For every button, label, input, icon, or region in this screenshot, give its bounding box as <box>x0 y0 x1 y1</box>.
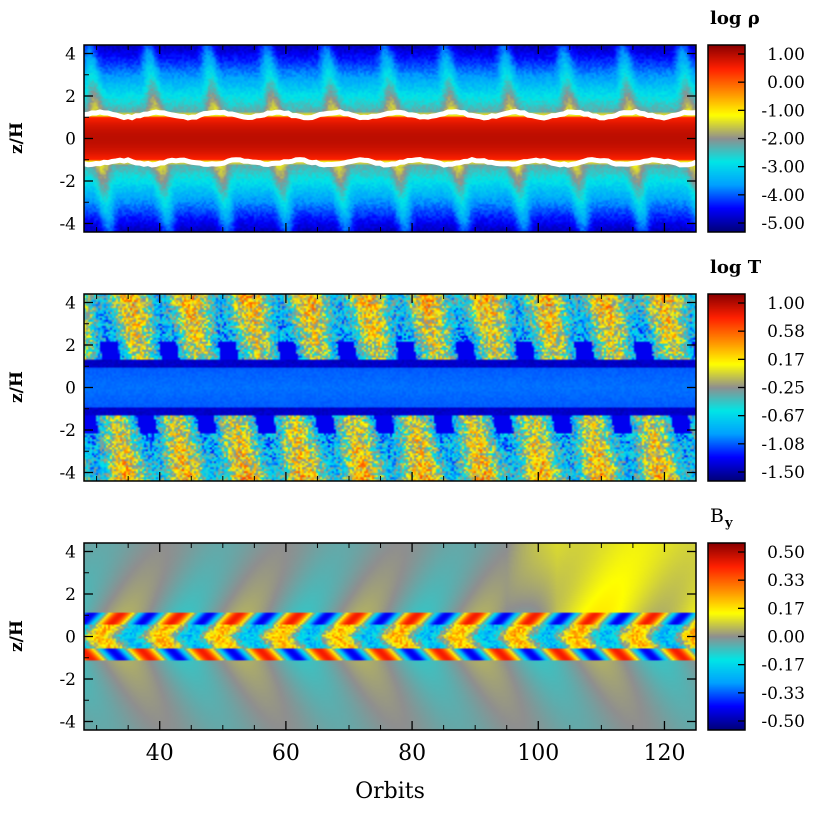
upper-contour-line <box>83 108 697 121</box>
colorbar-title-main: B <box>710 505 724 527</box>
colorbar-title-subscript: y <box>724 516 733 531</box>
x-tick-label: 100 <box>517 741 559 766</box>
colorbar-tick-label: -1.08 <box>761 435 805 455</box>
y-axis: 4 2 0 -2 -4 <box>59 543 696 733</box>
colorbar-tick-label: 0.00 <box>767 628 805 648</box>
x-tick-label: 120 <box>643 741 685 766</box>
y-axis-label: z/H <box>7 371 27 403</box>
x-axis-label: Orbits <box>355 779 425 804</box>
y-tick-label: -2 <box>59 670 76 690</box>
colorbar-tick-label: 1.00 <box>767 294 805 314</box>
y-tick-label: -4 <box>59 713 76 733</box>
panel-b-y: 4 2 0 -2 -4 40 60 80 100 120 z/H By 0.50 0.33 0.17… <box>7 505 805 804</box>
y-axis: 4 2 0 -2 -4 <box>59 294 696 484</box>
colorbar-tick-label: 0.17 <box>767 350 805 370</box>
panel-log-rho: 4 2 0 -2 -4 z/H log ρ 1.00 0.00 -1.00 -2.00 -3.0… <box>7 8 805 235</box>
x-axis <box>96 45 697 232</box>
y-tick-label: -2 <box>59 172 76 192</box>
colorbar-tick-label: 0.50 <box>767 543 805 563</box>
colorbar-title: log ρ <box>710 8 760 29</box>
colorbar-tick-label: -0.67 <box>761 407 805 427</box>
colorbar-title: By <box>710 505 733 531</box>
colorbar-ticks: 1.00 0.00 -1.00 -2.00 -3.00 -4.00 -5.00 <box>738 45 805 234</box>
x-tick-label: 80 <box>398 741 426 766</box>
y-tick-label: 2 <box>65 585 76 605</box>
y-tick-label: 4 <box>65 45 76 65</box>
colorbar-tick-label: 0.00 <box>767 73 805 93</box>
y-axis-label: z/H <box>7 620 27 652</box>
y-tick-label: 4 <box>65 543 76 563</box>
x-tick-label: 60 <box>272 741 300 766</box>
colorbar-tick-label: -0.33 <box>761 684 805 704</box>
magnetic-field-heatmap <box>84 543 696 730</box>
y-tick-label: 0 <box>65 130 76 150</box>
colorbar-tick-label: 0.17 <box>767 599 805 619</box>
colorbar-tick-label: -5.00 <box>761 214 805 234</box>
colorbar-ticks: 0.50 0.33 0.17 0.00 -0.17 -0.33 -0.50 <box>738 543 805 732</box>
density-heatmap <box>84 45 696 232</box>
y-tick-label: 0 <box>65 628 76 648</box>
y-tick-label: 2 <box>65 336 76 356</box>
colorbar-tick-label: -2.00 <box>761 130 805 150</box>
y-tick-label: -2 <box>59 421 76 441</box>
lower-contour-line <box>83 156 698 168</box>
temperature-heatmap <box>84 294 696 481</box>
y-tick-label: -4 <box>59 215 76 235</box>
y-tick-label: 2 <box>65 87 76 107</box>
y-tick-label: -4 <box>59 464 76 484</box>
colorbar-tick-label: -3.00 <box>761 158 805 178</box>
colorbar-tick-label: 0.58 <box>767 322 805 342</box>
colorbar-tick-label: -1.50 <box>761 463 805 483</box>
x-axis: 40 60 80 100 120 <box>96 543 697 766</box>
colorbar-tick-label: 0.33 <box>767 571 805 591</box>
y-tick-label: 4 <box>65 294 76 314</box>
colorbar-tick-label: -0.17 <box>761 656 805 676</box>
y-tick-label: 0 <box>65 379 76 399</box>
colorbar-ticks: 1.00 0.58 0.17 -0.25 -0.67 -1.08 -1.50 <box>738 294 805 483</box>
y-axis: 4 2 0 -2 -4 <box>59 45 696 235</box>
panel-log-temperature: 4 2 0 -2 -4 z/H log T 1.00 0.58 0.17 -0.25 -0.67… <box>7 257 805 484</box>
colorbar-tick-label: -0.50 <box>761 712 805 732</box>
x-tick-label: 40 <box>146 741 174 766</box>
colorbar-title: log T <box>710 257 762 278</box>
x-axis <box>96 294 697 481</box>
colorbar-tick-label: -4.00 <box>761 186 805 206</box>
colorbar-tick-label: -1.00 <box>761 101 805 121</box>
y-axis-label: z/H <box>7 122 27 154</box>
colorbar-tick-label: -0.25 <box>761 379 805 399</box>
colorbar-tick-label: 1.00 <box>767 45 805 65</box>
